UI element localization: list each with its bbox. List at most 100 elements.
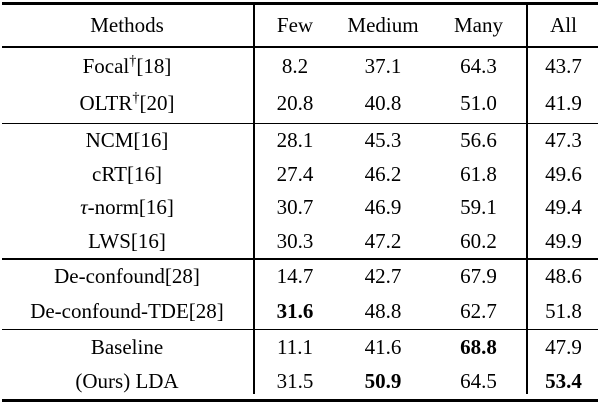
few-value: 14.7 <box>276 264 314 289</box>
method-cell: Baseline <box>0 335 254 360</box>
all-value: 49.4 <box>545 195 582 220</box>
section-divider <box>2 328 598 330</box>
method-ref: [20] <box>139 91 175 116</box>
dagger-superscript: † <box>129 52 137 69</box>
method-name: cRT <box>92 161 127 186</box>
method-cell: OLTR†[20] <box>0 91 254 116</box>
many-value: 59.1 <box>460 195 497 220</box>
table-row: cRT[16] 27.4 46.2 61.8 49.6 <box>0 158 600 192</box>
method-name: Baseline <box>90 334 164 359</box>
medium-value: 41.6 <box>364 334 402 359</box>
method-cell: De-confound-TDE[28] <box>0 299 254 324</box>
method-ref: [16] <box>130 228 166 253</box>
many-value: 67.9 <box>460 264 497 289</box>
many-value: 61.8 <box>460 161 497 186</box>
all-value: 51.8 <box>545 298 582 323</box>
many-value: 68.8 <box>460 334 497 359</box>
table-row: Focal†[18] 8.2 37.1 64.3 43.7 <box>0 48 600 86</box>
method-ref: [28] <box>164 264 200 289</box>
method-ref: [18] <box>136 53 172 78</box>
few-value: 31.5 <box>276 369 314 394</box>
section-divider <box>2 122 598 124</box>
section-deconfound: De-confound[28] 14.7 42.7 67.9 48.6 De-c… <box>0 260 600 329</box>
many-value: 56.6 <box>460 128 497 153</box>
all-value: 49.9 <box>545 228 582 253</box>
few-value: 30.7 <box>276 195 314 220</box>
all-value: 48.6 <box>545 264 582 289</box>
table-row: (Ours) LDA 31.5 50.9 64.5 53.4 <box>0 365 600 400</box>
top-rule <box>2 2 598 5</box>
method-name: OLTR <box>79 91 133 116</box>
method-ref: [28] <box>188 298 224 323</box>
method-name: (Ours) LDA <box>75 369 179 394</box>
method-cell: cRT[16] <box>0 162 254 187</box>
method-name: Focal <box>82 53 130 78</box>
section-baselines: Focal†[18] 8.2 37.1 64.3 43.7 OLTR†[20] … <box>0 48 600 123</box>
medium-value: 40.8 <box>364 91 402 116</box>
table-row: De-confound[28] 14.7 42.7 67.9 48.6 <box>0 260 600 295</box>
many-value: 64.3 <box>460 53 497 78</box>
few-value: 20.8 <box>276 91 314 116</box>
all-value: 53.4 <box>545 369 582 394</box>
table-row: OLTR†[20] 20.8 40.8 51.0 41.9 <box>0 85 600 123</box>
medium-value: 46.9 <box>364 195 402 220</box>
method-italic: τ <box>80 195 88 220</box>
few-value: 11.1 <box>277 334 313 359</box>
table-row: NCM[16] 28.1 45.3 56.6 47.3 <box>0 124 600 158</box>
all-value: 43.7 <box>545 53 582 78</box>
medium-value: 48.8 <box>364 298 402 323</box>
few-value: 31.6 <box>276 298 314 323</box>
all-value: 41.9 <box>545 91 582 116</box>
method-ref: [16] <box>126 161 162 186</box>
method-name: De-confound-TDE <box>30 298 189 323</box>
method-name: NCM <box>85 128 134 153</box>
few-value: 30.3 <box>276 228 314 253</box>
method-cell: LWS[16] <box>0 229 254 254</box>
method-cell: De-confound[28] <box>0 264 254 289</box>
medium-value: 46.2 <box>364 161 402 186</box>
method-ref: [16] <box>133 128 169 153</box>
all-value: 49.6 <box>545 161 582 186</box>
method-ref: [16] <box>138 195 174 220</box>
table-row: Baseline 11.1 41.6 68.8 47.9 <box>0 330 600 365</box>
all-value: 47.9 <box>545 334 582 359</box>
method-cell: (Ours) LDA <box>0 369 254 394</box>
medium-value: 47.2 <box>364 228 402 253</box>
medium-value: 37.1 <box>364 53 402 78</box>
few-value: 8.2 <box>281 53 309 78</box>
medium-value: 50.9 <box>364 369 402 394</box>
method-name: -norm <box>87 195 139 220</box>
header-row: Methods Few Medium Many All <box>0 5 600 46</box>
method-name: LWS <box>88 228 131 253</box>
all-value: 47.3 <box>545 128 582 153</box>
vertical-rule-left <box>253 4 255 394</box>
section-decoupled: NCM[16] 28.1 45.3 56.6 47.3 cRT[16] 27.4… <box>0 124 600 258</box>
many-value: 64.5 <box>460 369 497 394</box>
column-header-many: Many <box>454 13 503 37</box>
table-row: De-confound-TDE[28] 31.6 48.8 62.7 51.8 <box>0 294 600 329</box>
column-header-all: All <box>550 13 577 37</box>
header-divider <box>2 46 598 48</box>
dagger-superscript: † <box>132 90 140 107</box>
method-name: De-confound <box>54 264 165 289</box>
method-cell: Focal†[18] <box>0 54 254 79</box>
table-row: LWS[16] 30.3 47.2 60.2 49.9 <box>0 225 600 259</box>
method-cell: NCM[16] <box>0 128 254 153</box>
medium-value: 45.3 <box>364 128 402 153</box>
table-row: τ-norm[16] 30.7 46.9 59.1 49.4 <box>0 191 600 225</box>
column-header-few: Few <box>276 13 314 37</box>
section-ours: Baseline 11.1 41.6 68.8 47.9 (Ours) LDA … <box>0 330 600 399</box>
many-value: 62.7 <box>460 298 497 323</box>
bottom-rule <box>2 399 598 402</box>
method-cell: τ-norm[16] <box>0 195 254 220</box>
vertical-rule-right <box>526 4 528 394</box>
column-header-methods: Methods <box>90 13 164 37</box>
many-value: 60.2 <box>460 228 497 253</box>
few-value: 28.1 <box>276 128 314 153</box>
many-value: 51.0 <box>460 91 497 116</box>
medium-value: 42.7 <box>364 264 402 289</box>
few-value: 27.4 <box>276 161 314 186</box>
column-header-medium: Medium <box>347 13 419 37</box>
section-divider <box>2 258 598 260</box>
